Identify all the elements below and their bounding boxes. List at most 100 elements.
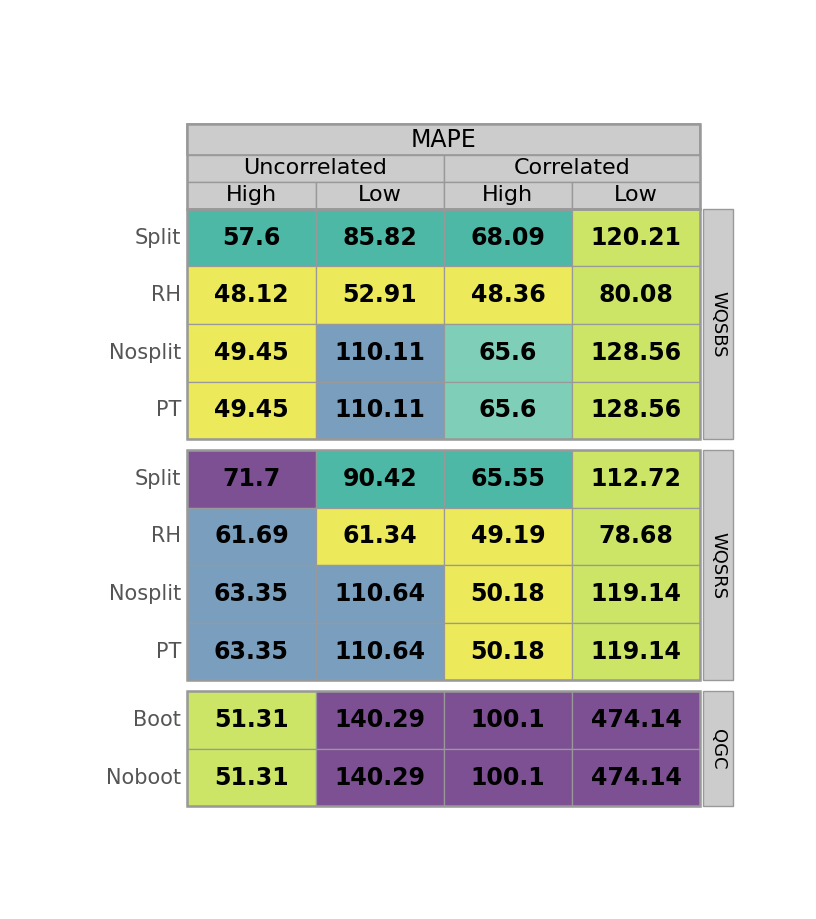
Bar [316, 450, 444, 507]
Text: 48.36: 48.36 [471, 283, 545, 307]
Text: 119.14: 119.14 [591, 640, 681, 664]
Text: 140.29: 140.29 [334, 708, 425, 732]
Bar [444, 623, 572, 680]
Text: 110.11: 110.11 [335, 341, 425, 365]
Text: 80.08: 80.08 [599, 283, 673, 307]
Bar [187, 155, 444, 182]
Text: 140.29: 140.29 [334, 766, 425, 789]
Text: 50.18: 50.18 [471, 640, 545, 664]
Bar [572, 267, 700, 324]
Bar [703, 209, 733, 439]
Bar [444, 507, 572, 565]
Text: 110.11: 110.11 [335, 399, 425, 423]
Text: 474.14: 474.14 [591, 766, 681, 789]
Bar [316, 381, 444, 439]
Text: 57.6: 57.6 [222, 226, 281, 250]
Text: Noboot: Noboot [106, 767, 181, 788]
Text: 110.64: 110.64 [334, 640, 425, 664]
Text: RH: RH [151, 527, 181, 547]
Text: 120.21: 120.21 [591, 226, 681, 250]
Text: 68.09: 68.09 [471, 226, 545, 250]
Bar [572, 324, 700, 381]
Text: 100.1: 100.1 [471, 766, 545, 789]
Bar [187, 691, 316, 749]
Bar [316, 623, 444, 680]
Bar [572, 507, 700, 565]
Bar [187, 381, 316, 439]
Bar [187, 691, 700, 806]
Bar [444, 691, 572, 749]
Text: Uncorrelated: Uncorrelated [243, 158, 388, 178]
Text: 52.91: 52.91 [343, 283, 417, 307]
Text: 112.72: 112.72 [591, 467, 681, 491]
Bar [187, 749, 316, 806]
Text: QGC: QGC [709, 729, 727, 769]
Bar [572, 381, 700, 439]
Bar [187, 450, 700, 680]
Text: 51.31: 51.31 [214, 766, 289, 789]
Bar [187, 267, 316, 324]
Text: 71.7: 71.7 [222, 467, 281, 491]
Text: 63.35: 63.35 [214, 582, 289, 606]
Bar [572, 691, 700, 749]
Bar [444, 381, 572, 439]
Bar [444, 749, 572, 806]
Text: 128.56: 128.56 [591, 399, 681, 423]
Bar [316, 324, 444, 381]
Bar [187, 565, 316, 623]
Text: 50.18: 50.18 [471, 582, 545, 606]
Bar [572, 749, 700, 806]
Bar [572, 182, 700, 209]
Text: PT: PT [156, 641, 181, 662]
Text: 100.1: 100.1 [471, 708, 545, 732]
Text: High: High [482, 186, 534, 205]
Text: Split: Split [135, 469, 181, 489]
Text: Low: Low [357, 186, 401, 205]
Text: Nosplit: Nosplit [109, 584, 181, 604]
Bar [187, 623, 316, 680]
Bar [444, 182, 572, 209]
Bar [703, 691, 733, 806]
Text: WQSBS: WQSBS [709, 290, 727, 357]
Text: 48.12: 48.12 [214, 283, 289, 307]
Text: 78.68: 78.68 [599, 525, 673, 549]
Bar [444, 267, 572, 324]
Text: Correlated: Correlated [513, 158, 631, 178]
Text: RH: RH [151, 285, 181, 305]
Text: High: High [226, 186, 277, 205]
Bar [316, 565, 444, 623]
Bar [444, 565, 572, 623]
Text: 49.45: 49.45 [214, 341, 289, 365]
Bar [316, 209, 444, 267]
Text: Boot: Boot [133, 710, 181, 730]
Text: 128.56: 128.56 [591, 341, 681, 365]
Bar [187, 507, 316, 565]
Text: 85.82: 85.82 [342, 226, 417, 250]
Bar [187, 324, 316, 381]
Bar [187, 209, 700, 439]
Text: 119.14: 119.14 [591, 582, 681, 606]
Bar [703, 450, 733, 680]
Bar [316, 182, 444, 209]
Bar [572, 623, 700, 680]
Bar [316, 691, 444, 749]
Text: 61.69: 61.69 [214, 525, 289, 549]
Text: 65.6: 65.6 [479, 399, 537, 423]
Text: 110.64: 110.64 [334, 582, 425, 606]
Bar [444, 209, 572, 267]
Bar [316, 507, 444, 565]
Text: 49.19: 49.19 [471, 525, 545, 549]
Text: Nosplit: Nosplit [109, 343, 181, 363]
Text: 49.45: 49.45 [214, 399, 289, 423]
Text: 65.6: 65.6 [479, 341, 537, 365]
Bar [187, 209, 316, 267]
Text: 474.14: 474.14 [591, 708, 681, 732]
Text: 90.42: 90.42 [343, 467, 417, 491]
Text: 51.31: 51.31 [214, 708, 289, 732]
Text: Split: Split [135, 228, 181, 247]
Text: WQSRS: WQSRS [709, 531, 727, 599]
Text: 61.34: 61.34 [343, 525, 417, 549]
Text: MAPE: MAPE [411, 128, 477, 152]
Bar [572, 565, 700, 623]
Text: Low: Low [614, 186, 659, 205]
